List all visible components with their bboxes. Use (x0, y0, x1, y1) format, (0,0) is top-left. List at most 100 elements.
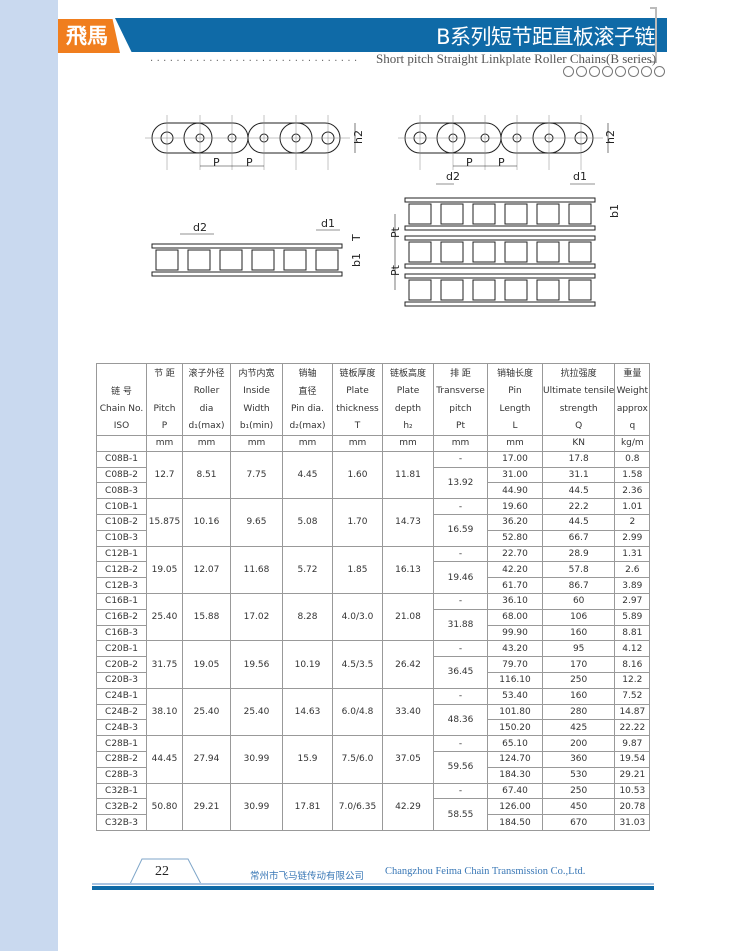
spec-cell-p: 12.7 (146, 450, 183, 500)
tensile-strength-cell: 57.8 (541, 561, 616, 579)
roller (440, 241, 464, 263)
spec-cell-d1: 29.21 (182, 782, 231, 831)
weight-cell: 5.89 (614, 608, 651, 626)
pin-length-cell: 52.80 (487, 529, 543, 547)
roller (251, 249, 275, 271)
column-header: mm (487, 435, 543, 452)
chain-number-cell: C32B-1 (96, 782, 147, 800)
weight-cell: 12.2 (614, 671, 651, 689)
column-header: kg/m (614, 435, 651, 452)
weight-cell: 4.12 (614, 640, 651, 658)
column-header: P (146, 417, 183, 436)
column-header: h₂ (382, 417, 434, 436)
roller (504, 279, 528, 301)
plate (404, 273, 596, 279)
decorative-circles (563, 66, 665, 77)
weight-cell: 8.16 (614, 656, 651, 673)
spec-cell-t: 6.0/4.8 (332, 687, 383, 737)
pin-length-cell: 184.50 (487, 814, 543, 831)
roller (315, 249, 339, 271)
tensile-strength-cell: 22.2 (541, 498, 616, 515)
chain-spec-table: 节 距滚子外径 内节内宽 销轴 链板厚度 链板高度排 距销轴长度 抗拉强度 重量链 号 Rol… (96, 363, 651, 831)
column-header: mm (282, 435, 333, 452)
column-header: 节 距 (146, 363, 183, 382)
column-header: mm (182, 435, 231, 452)
side-view-triple (398, 115, 609, 170)
table-row: C08B-3 44.90 44.5 2.36 (96, 482, 651, 500)
column-header: Transverse (433, 381, 488, 400)
column-header: Pin dia. (282, 399, 333, 418)
tensile-strength-cell: 17.8 (541, 450, 616, 468)
spec-cell-h2: 42.29 (382, 782, 434, 831)
page-subtitle: Short pitch Straight Linkplate Roller Ch… (376, 51, 657, 66)
company-name-en: Changzhou Feima Chain Transmission Co.,L… (385, 866, 586, 877)
column-header: d₁(max) (182, 417, 231, 436)
column-header: 直径 (282, 381, 333, 400)
roller (408, 203, 432, 225)
tensile-strength-cell: 60 (541, 592, 616, 610)
table-row: C24B-1 38.10 25.40 25.40 14.63 6.0/4.8 33.40-5… (96, 687, 651, 737)
spec-cell-t: 1.60 (332, 450, 383, 500)
roller (536, 279, 560, 301)
chain-number-cell: C24B-2 (96, 703, 147, 721)
page-title: B系列短节距直板滚子链 (436, 25, 655, 49)
spec-cell-t: 7.5/6.0 (332, 735, 383, 784)
weight-cell: 1.58 (614, 466, 651, 484)
spec-cell-d2: 5.72 (282, 545, 333, 594)
label-d2: d2 (193, 221, 207, 234)
transverse-pitch-cell: - (433, 450, 488, 468)
chain-number-cell: C08B-1 (96, 450, 147, 468)
label-pt: Pt (389, 264, 402, 276)
tensile-strength-cell: 106 (541, 608, 616, 626)
tensile-strength-cell: 160 (541, 624, 616, 642)
table-row: C32B-2 58.55 126.00 450 20.78 (96, 798, 651, 831)
spec-cell-d2: 15.9 (282, 735, 333, 784)
pin-length-cell: 101.80 (487, 703, 543, 721)
roller (408, 241, 432, 263)
spec-cell-t: 7.0/6.35 (332, 782, 383, 831)
spec-cell-b1: 19.56 (230, 640, 283, 689)
roller (472, 241, 496, 263)
dotted-leader: ................................ (150, 53, 361, 64)
column-header: Plate (332, 381, 383, 400)
column-header (96, 363, 147, 382)
pin-length-cell: 17.00 (487, 450, 543, 468)
column-header: b₁(min) (230, 417, 283, 436)
pin-length-cell: 31.00 (487, 466, 543, 484)
pin-length-cell: 79.70 (487, 656, 543, 673)
roller (568, 241, 592, 263)
spec-cell-t: 1.85 (332, 545, 383, 594)
spec-cell-h2: 26.42 (382, 640, 434, 689)
column-header: 销轴 (282, 363, 333, 382)
weight-cell: 14.87 (614, 703, 651, 721)
table-row: C20B-2 36.45 79.70 170 8.16 (96, 656, 651, 689)
chain-number-cell: C10B-1 (96, 498, 147, 515)
column-header: Plate (382, 381, 434, 400)
column-header: T (332, 417, 383, 436)
chain-number-cell: C20B-1 (96, 640, 147, 658)
column-header: 抗拉强度 (541, 363, 616, 382)
tensile-strength-cell: 250 (541, 671, 616, 689)
column-header: strength (541, 399, 616, 418)
tensile-strength-cell: 200 (541, 735, 616, 752)
page-number: 22 (155, 864, 169, 879)
tensile-strength-cell: 160 (541, 687, 616, 705)
pin-length-cell: 36.10 (487, 592, 543, 610)
chain-number-cell: C32B-3 (96, 814, 147, 831)
company-name-cn: 常州市飞马链传动有限公司 (250, 871, 365, 882)
roller (536, 241, 560, 263)
tensile-strength-cell: 44.5 (541, 513, 616, 531)
pin-length-cell: 116.10 (487, 671, 543, 689)
column-header: mm (382, 435, 434, 452)
spec-cell-b1: 30.99 (230, 782, 283, 831)
label-h2: h2 (604, 130, 617, 144)
weight-cell: 2.97 (614, 592, 651, 610)
side-view-single (145, 115, 356, 170)
chain-number-cell: C12B-3 (96, 577, 147, 594)
tensile-strength-cell: 280 (541, 703, 616, 721)
transverse-pitch-cell: - (433, 735, 488, 752)
column-header: Length (487, 399, 543, 418)
roller (472, 279, 496, 301)
label-b1: b1 (608, 204, 621, 218)
label-b1: b1 (350, 253, 363, 267)
